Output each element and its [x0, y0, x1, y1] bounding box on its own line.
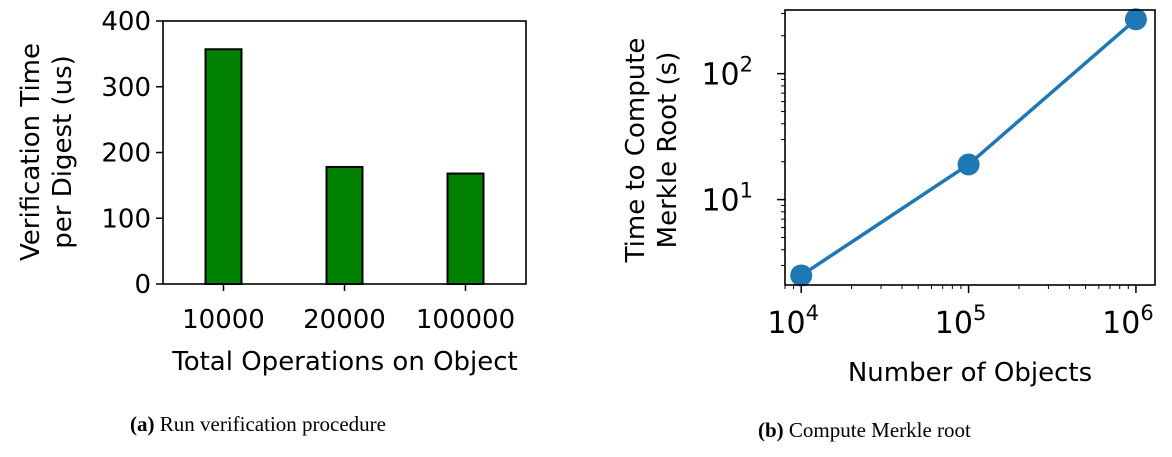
caption-a: (a) Run verification procedure	[130, 412, 386, 437]
chart-a-bar	[446, 172, 485, 285]
chart-b-point	[957, 153, 980, 176]
chart-b-xtick-label: 106	[1102, 301, 1154, 341]
chart-a-xtick-label: 20000	[303, 305, 386, 335]
chart-b-line	[800, 17, 1138, 277]
chart-a-bar	[325, 165, 364, 285]
chart-a-ylabel-line-2: per Digest (us)	[48, 55, 78, 249]
chart-a-xtick-label: 100000	[416, 305, 515, 335]
chart-b-xtick-label: 104	[767, 301, 819, 341]
chart-a-xlabel: Total Operations on Object	[171, 347, 518, 377]
chart-b-ytick-label: 101	[701, 179, 753, 219]
chart-b-ylabel-line-1: Time to Compute	[621, 38, 651, 264]
caption-b-label: (b)	[758, 418, 784, 442]
chart-a-ylabel-line-1: Verification Time	[16, 43, 46, 261]
chart-b-xtick-label: 105	[935, 301, 987, 341]
chart-b-y-axis: 101 102	[701, 13, 785, 266]
chart-a-ytick-label: 100	[101, 204, 151, 234]
chart-b-point	[790, 264, 813, 287]
bar-chart-verification-time: Verification Time per Digest (us) 0 100 20…	[16, 7, 527, 377]
chart-a-ytick-label: 400	[101, 7, 151, 37]
chart-a-x-axis: 10000 20000 100000	[182, 284, 515, 335]
chart-a-ylabel: Verification Time per Digest (us)	[16, 43, 78, 261]
line-chart-merkle-root: Time to Compute Merkle Root (s) 101 102 1…	[621, 8, 1156, 388]
chart-a-ytick-label: 300	[101, 73, 151, 103]
caption-b: (b) Compute Merkle root	[758, 418, 971, 443]
chart-a-ytick-label: 0	[134, 270, 151, 300]
chart-b-xlabel: Number of Objects	[848, 358, 1092, 388]
chart-a-y-axis: 0 100 200 300 400	[101, 7, 163, 300]
chart-b-frame	[784, 9, 1156, 286]
chart-b-ytick-label: 102	[701, 53, 753, 93]
chart-a-xtick-label: 10000	[182, 305, 265, 335]
caption-b-text: Compute Merkle root	[783, 418, 971, 442]
chart-a-ytick-label: 200	[101, 139, 151, 169]
chart-b-ylabel-line-2: Merkle Root (s)	[653, 52, 683, 249]
chart-b-ylabel: Time to Compute Merkle Root (s)	[621, 38, 683, 264]
chart-b-point	[1124, 8, 1147, 31]
chart-b-x-axis: 104 105 106	[767, 285, 1154, 341]
chart-b-series	[790, 8, 1147, 287]
caption-a-text: Run verification procedure	[154, 412, 386, 436]
caption-a-label: (a)	[130, 412, 155, 436]
